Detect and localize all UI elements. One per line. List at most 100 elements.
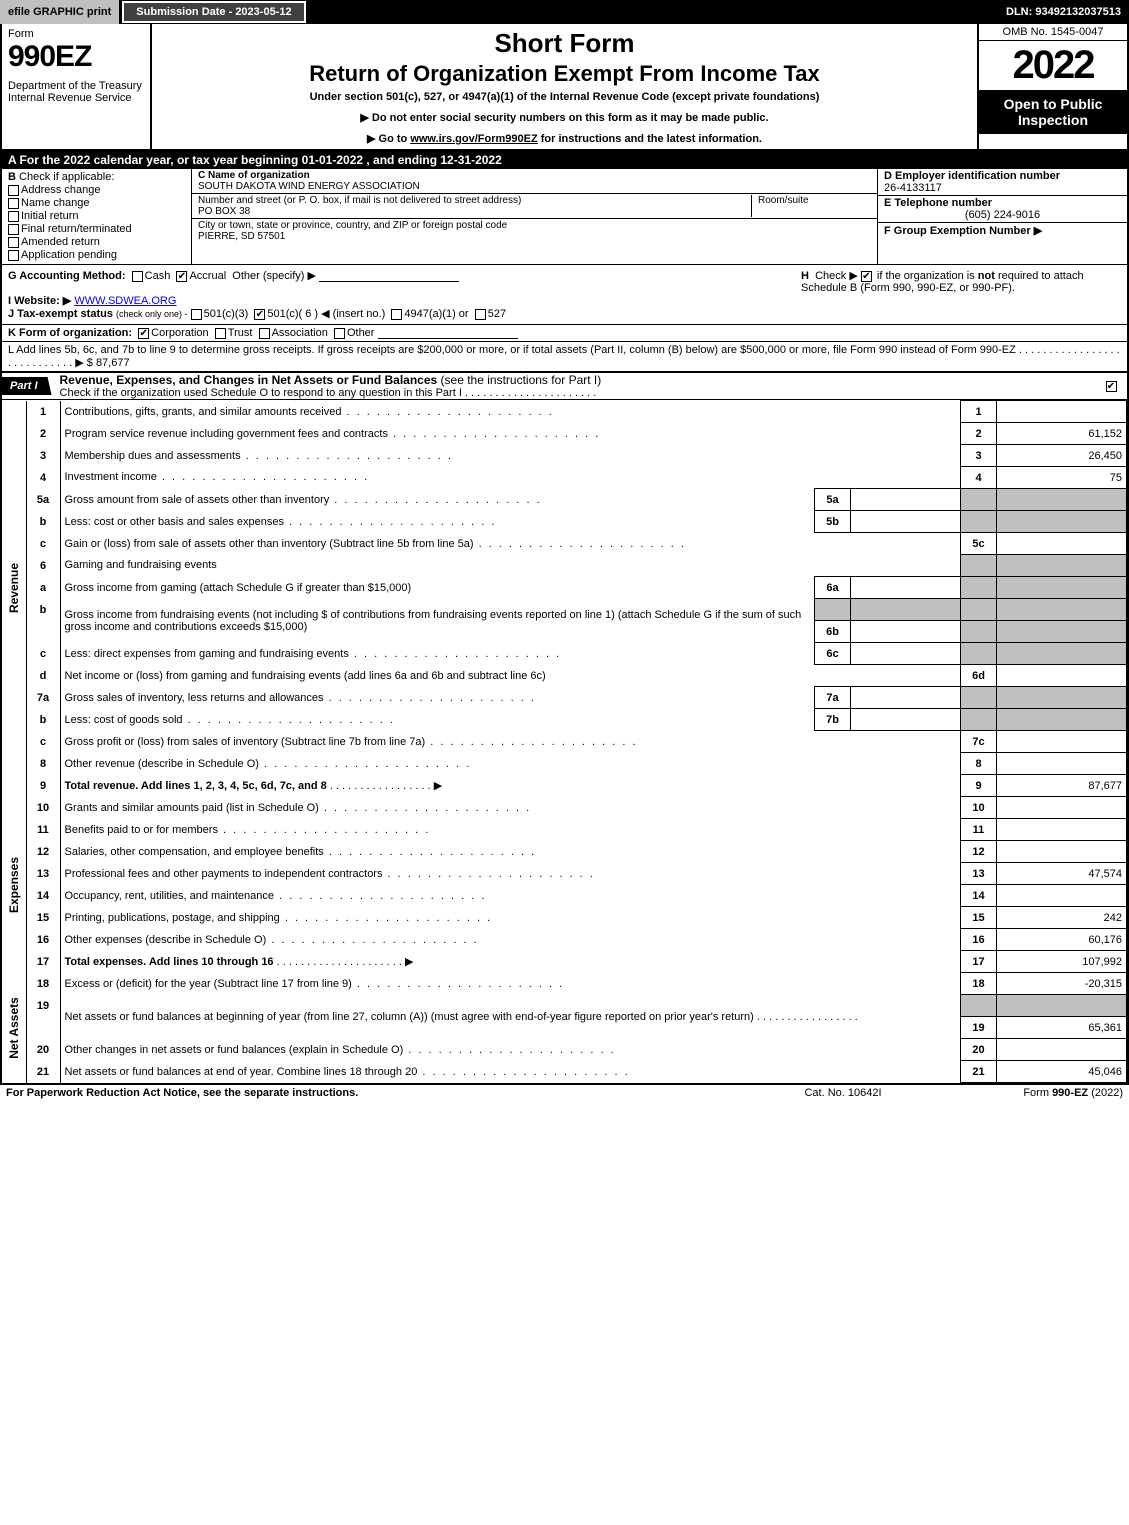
line-7c-amt (997, 731, 1127, 753)
part1-tag: Part I (2, 377, 52, 395)
line-19-desc: Net assets or fund balances at beginning… (60, 995, 961, 1039)
line-6a-desc: Gross income from gaming (attach Schedul… (60, 577, 815, 599)
cb-accrual[interactable] (176, 271, 187, 282)
line-10-desc: Grants and similar amounts paid (list in… (60, 797, 961, 819)
room-suite-label: Room/suite (751, 195, 871, 217)
section-c: C Name of organizationSOUTH DAKOTA WIND … (192, 169, 877, 264)
department: Department of the Treasury Internal Reve… (8, 80, 144, 104)
ein: 26-4133117 (884, 182, 942, 194)
line-17-amt: 107,992 (997, 951, 1127, 973)
cb-name-change[interactable]: Name change (8, 197, 185, 209)
line-19-amt: 65,361 (997, 1017, 1127, 1039)
submission-date: Submission Date - 2023-05-12 (122, 1, 305, 23)
short-form-title: Short Form (160, 28, 969, 59)
page-footer: For Paperwork Reduction Act Notice, see … (0, 1083, 1129, 1101)
line-8-amt (997, 753, 1127, 775)
org-city: PIERRE, SD 57501 (198, 231, 285, 242)
netassets-side-label: Net Assets (2, 973, 26, 1083)
line-3-desc: Membership dues and assessments (60, 445, 961, 467)
cb-schedule-b[interactable] (861, 271, 872, 282)
cb-final-return[interactable]: Final return/terminated (8, 223, 185, 235)
line-7c-desc: Gross profit or (loss) from sales of inv… (60, 731, 961, 753)
section-def: D Employer identification number26-41331… (877, 169, 1127, 264)
line-16-desc: Other expenses (describe in Schedule O) (60, 929, 961, 951)
line-1-amt (997, 401, 1127, 423)
line-13-amt: 47,574 (997, 863, 1127, 885)
line-15-amt: 242 (997, 907, 1127, 929)
website-link[interactable]: WWW.SDWEA.ORG (74, 295, 176, 307)
footer-formref: Form 990-EZ (2022) (943, 1087, 1123, 1099)
part1-bar: Part I Revenue, Expenses, and Changes in… (2, 373, 1127, 400)
line-14-amt (997, 885, 1127, 907)
cb-initial-return[interactable]: Initial return (8, 210, 185, 222)
line-15-desc: Printing, publications, postage, and shi… (60, 907, 961, 929)
row-k: K Form of organization: Corporation Trus… (2, 325, 1127, 342)
line-16-amt: 60,176 (997, 929, 1127, 951)
top-bar: efile GRAPHIC print Submission Date - 20… (0, 0, 1129, 24)
form-subtitle: Under section 501(c), 527, or 4947(a)(1)… (160, 91, 969, 103)
tax-year: 2022 (979, 41, 1127, 90)
line-5a-desc: Gross amount from sale of assets other t… (60, 489, 815, 511)
line-21-desc: Net assets or fund balances at end of ye… (60, 1061, 961, 1083)
line-5b-desc: Less: cost or other basis and sales expe… (60, 511, 815, 533)
line-4-desc: Investment income (60, 467, 961, 489)
cb-cash[interactable] (132, 271, 143, 282)
line-13-desc: Professional fees and other payments to … (60, 863, 961, 885)
line-21-amt: 45,046 (997, 1061, 1127, 1083)
line-6c-desc: Less: direct expenses from gaming and fu… (60, 643, 815, 665)
line-20-amt (997, 1039, 1127, 1061)
line-4-amt: 75 (997, 467, 1127, 489)
cb-other-org[interactable] (334, 328, 345, 339)
footer-paperwork: For Paperwork Reduction Act Notice, see … (6, 1087, 743, 1099)
cb-schedule-o[interactable] (1106, 381, 1117, 392)
line-17-desc: Total expenses. Add lines 10 through 16 … (60, 951, 961, 973)
line-11-amt (997, 819, 1127, 841)
cb-4947[interactable] (391, 309, 402, 320)
cb-association[interactable] (259, 328, 270, 339)
revenue-side-label: Revenue (2, 401, 26, 775)
line-2-desc: Program service revenue including govern… (60, 423, 961, 445)
line-8-desc: Other revenue (describe in Schedule O) (60, 753, 961, 775)
line-6b-desc: Gross income from fundraising events (no… (60, 599, 815, 643)
section-b: B Check if applicable: Address change Na… (2, 169, 192, 264)
dln: DLN: 93492132037513 (998, 0, 1129, 24)
line-6d-desc: Net income or (loss) from gaming and fun… (60, 665, 961, 687)
cb-527[interactable] (475, 309, 486, 320)
line-20-desc: Other changes in net assets or fund bala… (60, 1039, 961, 1061)
line-18-desc: Excess or (deficit) for the year (Subtra… (60, 973, 961, 995)
line-7a-desc: Gross sales of inventory, less returns a… (60, 687, 815, 709)
gross-receipts: ▶ $ 87,677 (75, 357, 129, 369)
note-goto: ▶ Go to www.irs.gov/Form990EZ for instru… (160, 132, 969, 145)
cb-trust[interactable] (215, 328, 226, 339)
line-6-desc: Gaming and fundraising events (60, 555, 961, 577)
omb-number: OMB No. 1545-0047 (979, 24, 1127, 41)
row-g-h: G Accounting Method: Cash Accrual Other … (2, 265, 1127, 325)
line-6d-amt (997, 665, 1127, 687)
cb-corporation[interactable] (138, 328, 149, 339)
group-exemption-label: F Group Exemption Number ▶ (884, 225, 1042, 237)
line-5c-amt (997, 533, 1127, 555)
line-12-desc: Salaries, other compensation, and employ… (60, 841, 961, 863)
form-header: Form 990EZ Department of the Treasury In… (0, 24, 1129, 151)
cb-application-pending[interactable]: Application pending (8, 249, 185, 261)
line-12-amt (997, 841, 1127, 863)
org-address: PO BOX 38 (198, 206, 250, 217)
line-14-desc: Occupancy, rent, utilities, and maintena… (60, 885, 961, 907)
telephone: (605) 224-9016 (884, 209, 1121, 221)
note-ssn: ▶ Do not enter social security numbers o… (160, 111, 969, 124)
row-l: L Add lines 5b, 6c, and 7b to line 9 to … (2, 342, 1127, 373)
cb-amended-return[interactable]: Amended return (8, 236, 185, 248)
efile-print-button[interactable]: efile GRAPHIC print (0, 0, 121, 24)
lines-table: Revenue 1Contributions, gifts, grants, a… (2, 400, 1127, 1083)
line-5c-desc: Gain or (loss) from sale of assets other… (60, 533, 961, 555)
row-a: A For the 2022 calendar year, or tax yea… (0, 151, 1129, 169)
cb-address-change[interactable]: Address change (8, 184, 185, 196)
cb-501c3[interactable] (191, 309, 202, 320)
cb-501c[interactable] (254, 309, 265, 320)
line-10-amt (997, 797, 1127, 819)
line-11-desc: Benefits paid to or for members (60, 819, 961, 841)
form-label: Form (8, 28, 144, 40)
line-1-desc: Contributions, gifts, grants, and simila… (60, 401, 961, 423)
line-7b-desc: Less: cost of goods sold (60, 709, 815, 731)
irs-link[interactable]: www.irs.gov/Form990EZ (410, 133, 537, 145)
